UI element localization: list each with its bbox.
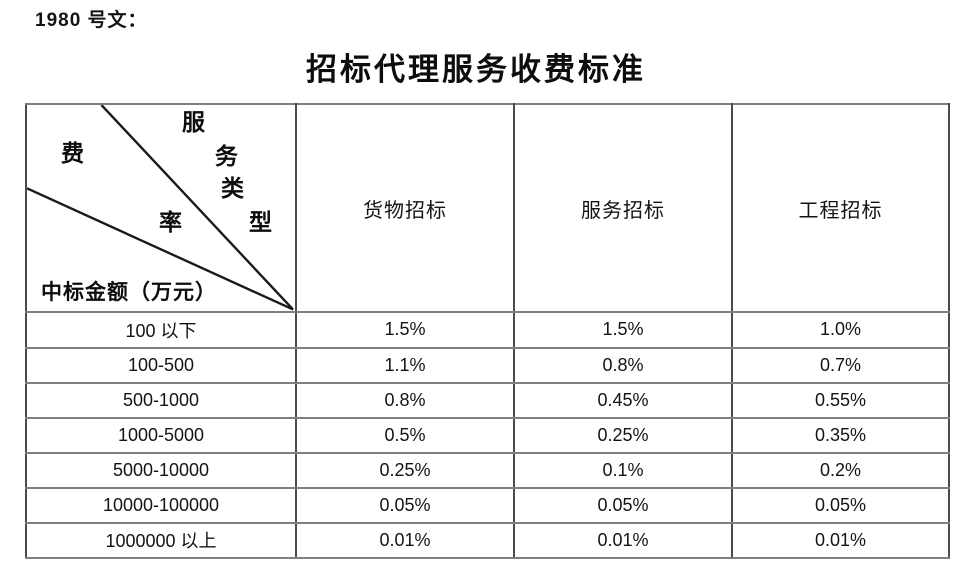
diag-char-service-4: 型	[249, 210, 272, 235]
rate-cell: 0.01%	[731, 521, 950, 560]
amount-range-cell: 500-1000	[25, 381, 297, 419]
table-row: 1000000 以上 0.01% 0.01% 0.01%	[25, 521, 950, 560]
rate-cell: 0.2%	[731, 451, 950, 489]
column-header-goods: 货物招标	[295, 102, 515, 314]
doc-number-label: 1980 号文：	[35, 10, 148, 31]
table-row: 1000-5000 0.5% 0.25% 0.35%	[25, 416, 950, 454]
diag-char-rate-1: 费	[61, 141, 84, 166]
rate-cell: 0.8%	[295, 381, 515, 419]
column-header-engineering: 工程招标	[731, 102, 950, 314]
fee-standard-table: 服 务 类 型 费 率 中标金额（万元） 货物招标 服务招标 工程招标 100 …	[25, 102, 950, 560]
table-row: 5000-10000 0.25% 0.1% 0.2%	[25, 451, 950, 489]
rate-cell: 0.7%	[731, 346, 950, 384]
rate-cell: 1.0%	[731, 311, 950, 349]
amount-range-cell: 100 以下	[25, 311, 297, 349]
amount-range-cell: 10000-100000	[25, 486, 297, 524]
diag-char-rate-2: 率	[159, 210, 182, 235]
diag-char-service-3: 类	[221, 176, 244, 201]
amount-range-cell: 5000-10000	[25, 451, 297, 489]
amount-range-cell: 100-500	[25, 346, 297, 384]
rate-cell: 0.1%	[513, 451, 733, 489]
table-row: 500-1000 0.8% 0.45% 0.55%	[25, 381, 950, 419]
amount-range-cell: 1000-5000	[25, 416, 297, 454]
rate-cell: 0.01%	[295, 521, 515, 560]
rate-cell: 1.5%	[295, 311, 515, 349]
rate-cell: 1.5%	[513, 311, 733, 349]
column-header-service: 服务招标	[513, 102, 733, 314]
rate-cell: 0.25%	[513, 416, 733, 454]
corner-amount-label: 中标金额（万元）	[41, 280, 217, 304]
rate-cell: 0.5%	[295, 416, 515, 454]
page-title: 招标代理服务收费标准	[306, 52, 646, 87]
table-header-row: 服 务 类 型 费 率 中标金额（万元） 货物招标 服务招标 工程招标	[25, 102, 950, 314]
rate-cell: 0.45%	[513, 381, 733, 419]
table-row: 100-500 1.1% 0.8% 0.7%	[25, 346, 950, 384]
amount-range-cell: 1000000 以上	[25, 521, 297, 560]
diagonal-divider-lines	[27, 105, 294, 311]
rate-cell: 0.05%	[731, 486, 950, 524]
rate-cell: 0.8%	[513, 346, 733, 384]
rate-cell: 0.35%	[731, 416, 950, 454]
corner-header-cell: 服 务 类 型 费 率 中标金额（万元）	[25, 102, 297, 314]
rate-cell: 1.1%	[295, 346, 515, 384]
rate-cell: 0.05%	[295, 486, 515, 524]
rate-cell: 0.05%	[513, 486, 733, 524]
diag-char-service-2: 务	[215, 144, 238, 169]
rate-cell: 0.25%	[295, 451, 515, 489]
diag-char-service-1: 服	[182, 110, 205, 135]
table-row: 10000-100000 0.05% 0.05% 0.05%	[25, 486, 950, 524]
rate-cell: 0.01%	[513, 521, 733, 560]
rate-cell: 0.55%	[731, 381, 950, 419]
table-row: 100 以下 1.5% 1.5% 1.0%	[25, 311, 950, 349]
